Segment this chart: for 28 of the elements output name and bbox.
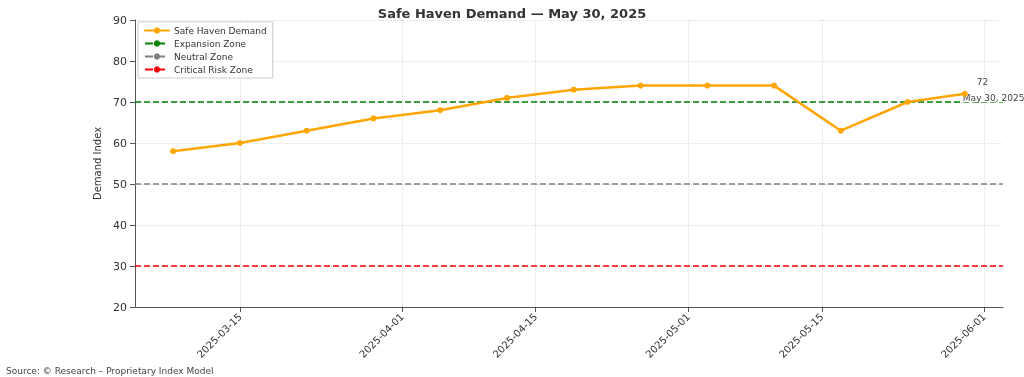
point [504, 94, 510, 101]
y-tick-label: 40 [113, 218, 127, 232]
y-tick-label: 70 [113, 95, 127, 109]
y-tick-label: 50 [113, 177, 127, 191]
point [837, 127, 844, 134]
point [704, 82, 711, 89]
y-tick-label: 80 [113, 54, 127, 68]
point [236, 140, 243, 146]
annotation: 72 [976, 76, 989, 87]
point [771, 82, 778, 89]
chart-title: Safe Haven Demand — May 30, 2025 [377, 6, 647, 21]
point [303, 127, 310, 134]
legend-label: Neutral Zone [174, 51, 234, 62]
y-tick-label: 90 [113, 13, 127, 27]
point [170, 148, 177, 155]
y-tick-label: 20 [113, 300, 127, 314]
legend-label: Safe Haven Demand [174, 25, 267, 36]
y-axis-title: Demand Index [91, 126, 103, 201]
legend-label: Critical Risk Zone [174, 64, 254, 75]
point [437, 107, 444, 114]
legend-label: Expansion Zone [174, 38, 247, 49]
y-tick-label: 60 [113, 136, 127, 150]
annotation: May 30, 2025 [962, 92, 1024, 103]
point [570, 86, 577, 93]
point [370, 115, 377, 122]
point [904, 99, 911, 105]
y-tick-label: 30 [113, 259, 127, 273]
source-note: Source: © Research – Proprietary Index Model [6, 365, 214, 376]
